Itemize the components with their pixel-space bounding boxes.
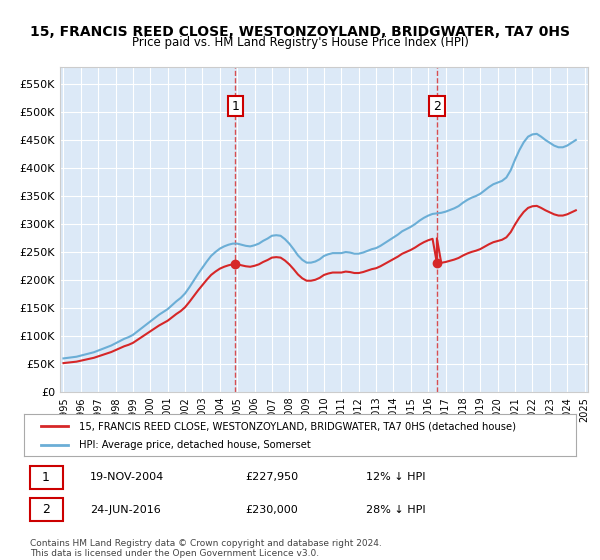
- Text: Price paid vs. HM Land Registry's House Price Index (HPI): Price paid vs. HM Land Registry's House …: [131, 36, 469, 49]
- Text: 24-JUN-2016: 24-JUN-2016: [90, 505, 161, 515]
- Text: 1: 1: [42, 471, 50, 484]
- FancyBboxPatch shape: [29, 498, 62, 521]
- Text: 15, FRANCIS REED CLOSE, WESTONZOYLAND, BRIDGWATER, TA7 0HS (detached house): 15, FRANCIS REED CLOSE, WESTONZOYLAND, B…: [79, 421, 516, 431]
- Text: 12% ↓ HPI: 12% ↓ HPI: [366, 473, 426, 482]
- Text: 15, FRANCIS REED CLOSE, WESTONZOYLAND, BRIDGWATER, TA7 0HS: 15, FRANCIS REED CLOSE, WESTONZOYLAND, B…: [30, 25, 570, 39]
- Text: 28% ↓ HPI: 28% ↓ HPI: [366, 505, 426, 515]
- Text: £227,950: £227,950: [245, 473, 298, 482]
- FancyBboxPatch shape: [29, 466, 62, 488]
- Text: 2: 2: [42, 503, 50, 516]
- Text: Contains HM Land Registry data © Crown copyright and database right 2024.
This d: Contains HM Land Registry data © Crown c…: [30, 539, 382, 558]
- Text: 1: 1: [232, 100, 239, 113]
- Text: 19-NOV-2004: 19-NOV-2004: [90, 473, 164, 482]
- Text: £230,000: £230,000: [245, 505, 298, 515]
- Text: 2: 2: [433, 100, 441, 113]
- Text: HPI: Average price, detached house, Somerset: HPI: Average price, detached house, Some…: [79, 440, 311, 450]
